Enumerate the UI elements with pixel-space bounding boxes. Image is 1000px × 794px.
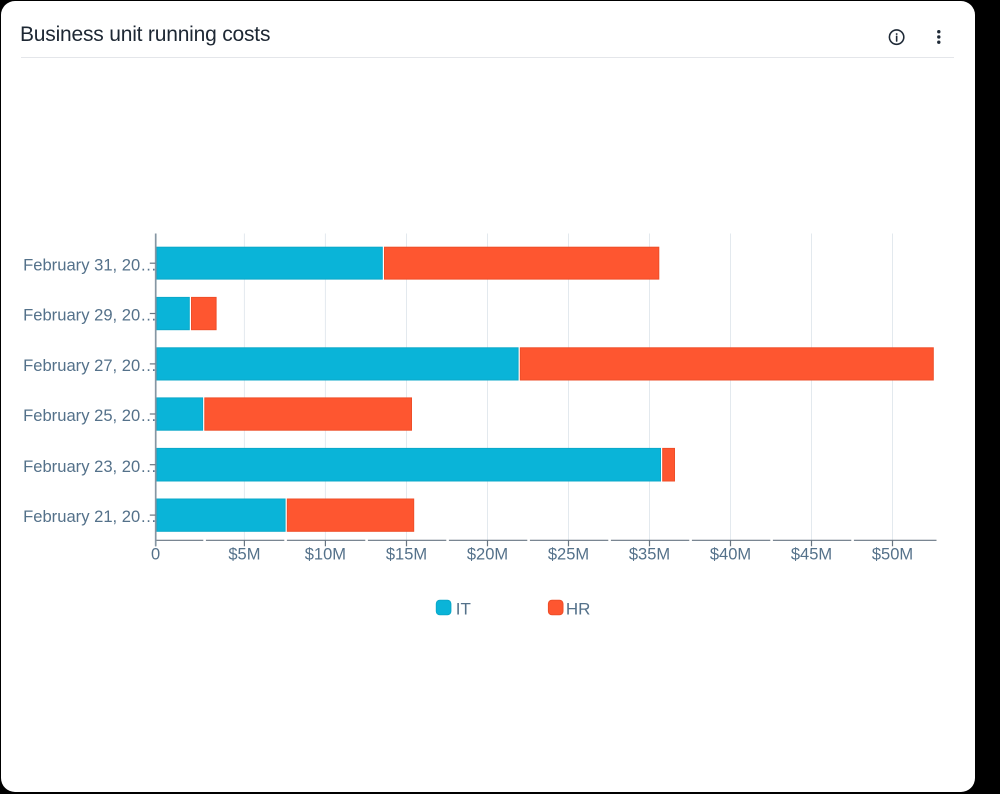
svg-text:$40M: $40M: [710, 545, 751, 563]
svg-text:February 29, 20…: February 29, 20…: [23, 306, 157, 325]
svg-text:$50M: $50M: [872, 545, 913, 563]
svg-text:$10M: $10M: [305, 545, 346, 563]
svg-text:February 25, 20…: February 25, 20…: [23, 406, 157, 425]
svg-text:$45M: $45M: [791, 545, 832, 563]
svg-text:IT: IT: [456, 599, 471, 618]
svg-text:February 31, 20…: February 31, 20…: [23, 255, 157, 274]
svg-text:$25M: $25M: [548, 545, 589, 563]
svg-text:HR: HR: [566, 599, 591, 618]
svg-text:$20M: $20M: [467, 545, 508, 563]
svg-text:$15M: $15M: [386, 545, 427, 563]
svg-text:February 27, 20…: February 27, 20…: [23, 356, 157, 375]
svg-text:February 23, 20…: February 23, 20…: [23, 457, 157, 476]
svg-text:February 21, 20…: February 21, 20…: [23, 507, 157, 526]
svg-text:$35M: $35M: [629, 545, 670, 563]
svg-text:0: 0: [151, 545, 160, 563]
svg-text:$5M: $5M: [228, 545, 260, 563]
